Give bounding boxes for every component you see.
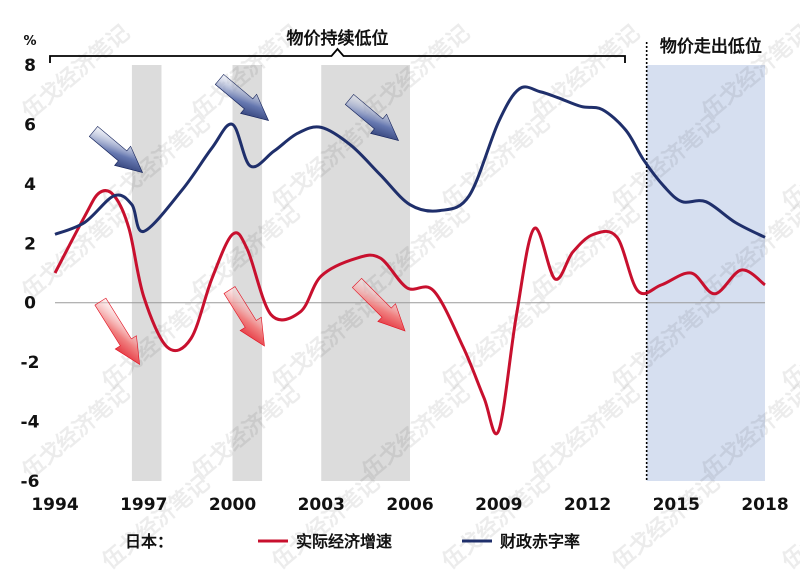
- x-tick-label: 2006: [386, 495, 433, 515]
- legend: 日本： 实际经济增速 财政赤字率: [125, 532, 580, 551]
- legend-label-real-growth: 实际经济增速: [296, 532, 392, 551]
- watermark-text: 伍戈经济笔记: [776, 110, 800, 215]
- watermark-text: 伍戈经济笔记: [436, 470, 555, 575]
- watermark-text: 伍戈经济笔记: [96, 470, 215, 575]
- x-tick-label: 2012: [564, 495, 611, 515]
- red-down-arrow-2000: [223, 286, 265, 347]
- legend-label-fiscal-deficit: 财政赤字率: [499, 532, 580, 551]
- axes-layer: 8 6 4 2 0 -2 -4 -6 1994 1997 2000 2003 2006 2009 2012 2…: [21, 42, 789, 515]
- x-tick-label: 2018: [741, 495, 788, 515]
- highlight-period: [646, 65, 765, 481]
- series-line-real-growth: [53, 189, 766, 436]
- watermark-text: 伍戈经济笔记: [526, 20, 645, 125]
- annotation-price-exit: 物价走出低位: [660, 36, 762, 57]
- red-down-arrow-1997: [94, 297, 140, 365]
- watermark-text: 伍戈经济笔记: [606, 470, 725, 575]
- series-layer: [53, 85, 766, 436]
- y-tick-label: 2: [24, 234, 36, 254]
- period-bracket: [49, 47, 626, 63]
- x-tick-label: 1994: [31, 495, 78, 515]
- shaded-period-0: [131, 65, 162, 481]
- blue-down-arrow-1997: [88, 126, 144, 174]
- watermark-text: 伍戈经济笔记: [266, 470, 385, 575]
- y-tick-label: 8: [24, 56, 36, 76]
- trend-arrows: [88, 74, 406, 365]
- watermark-text: 伍戈经济笔记: [436, 290, 555, 395]
- y-tick-label: -6: [21, 472, 40, 492]
- series-line-fiscal-deficit: [54, 85, 766, 239]
- annotation-layer: 物价持续低位 物价走出低位: [287, 28, 762, 57]
- watermark-text: 伍戈经济笔记: [776, 470, 800, 575]
- y-tick-label: -2: [21, 353, 40, 373]
- x-tick-label: 2000: [209, 495, 256, 515]
- y-tick-label: 6: [24, 115, 36, 135]
- watermark-text: 伍戈经济笔记: [776, 290, 800, 395]
- annotation-low-price: 物价持续低位: [287, 28, 389, 49]
- blue-down-arrow-2004: [344, 94, 400, 142]
- x-tick-label: 2015: [653, 495, 700, 515]
- blue-down-arrow-2000: [214, 74, 270, 122]
- legend-prefix: 日本：: [125, 532, 173, 551]
- x-tick-label: 2009: [475, 495, 522, 515]
- x-tick-label: 2003: [298, 495, 345, 515]
- y-tick-label: 4: [24, 175, 36, 195]
- x-tick-label: 1997: [120, 495, 167, 515]
- y-tick-label: -4: [21, 413, 40, 433]
- watermark-text: 伍戈经济笔记: [526, 380, 645, 485]
- red-down-arrow-2005: [351, 277, 406, 332]
- y-tick-label: 0: [24, 294, 36, 314]
- y-axis-unit: %: [23, 34, 36, 49]
